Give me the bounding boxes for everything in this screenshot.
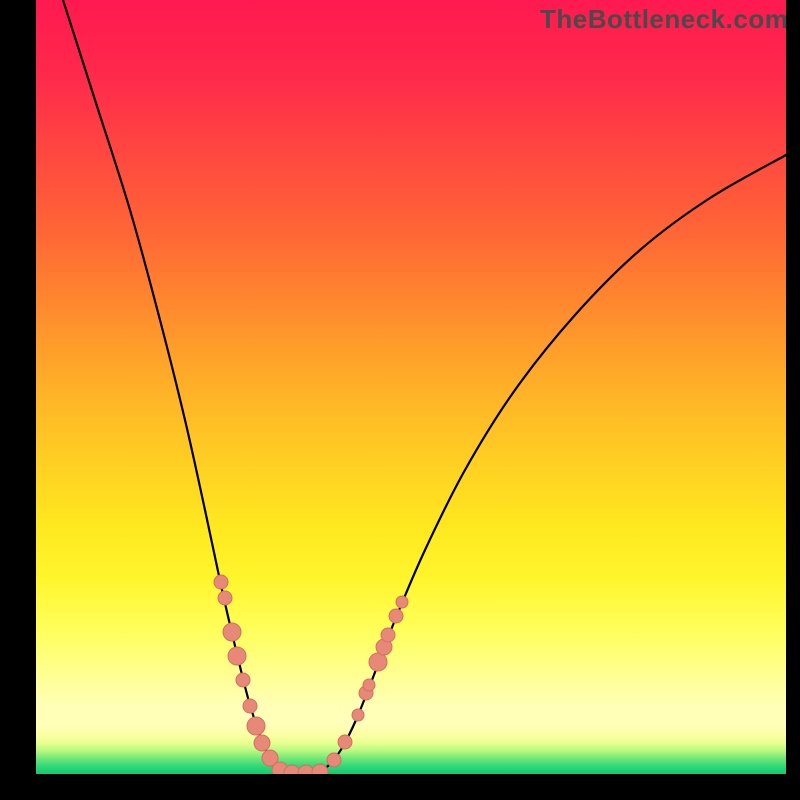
marker-point [352,709,364,721]
marker-point [338,735,352,749]
plot-background [36,0,786,774]
border-right [786,0,800,800]
marker-point [243,699,257,713]
marker-point [214,575,228,589]
marker-point [327,753,341,767]
marker-point [223,623,241,641]
watermark-text: TheBottleneck.com [540,4,788,35]
border-bottom [0,774,800,800]
marker-point [369,653,387,671]
bottleneck-chart [0,0,800,800]
marker-point [228,647,246,665]
chart-container: TheBottleneck.com [0,0,800,800]
border-left [0,0,36,800]
pale-band [36,706,786,726]
marker-point [363,679,375,691]
marker-point [247,717,265,735]
marker-point [396,596,408,608]
marker-point [236,673,250,687]
marker-point [254,735,270,751]
marker-point [389,609,403,623]
marker-point [381,628,395,642]
marker-point [218,591,232,605]
